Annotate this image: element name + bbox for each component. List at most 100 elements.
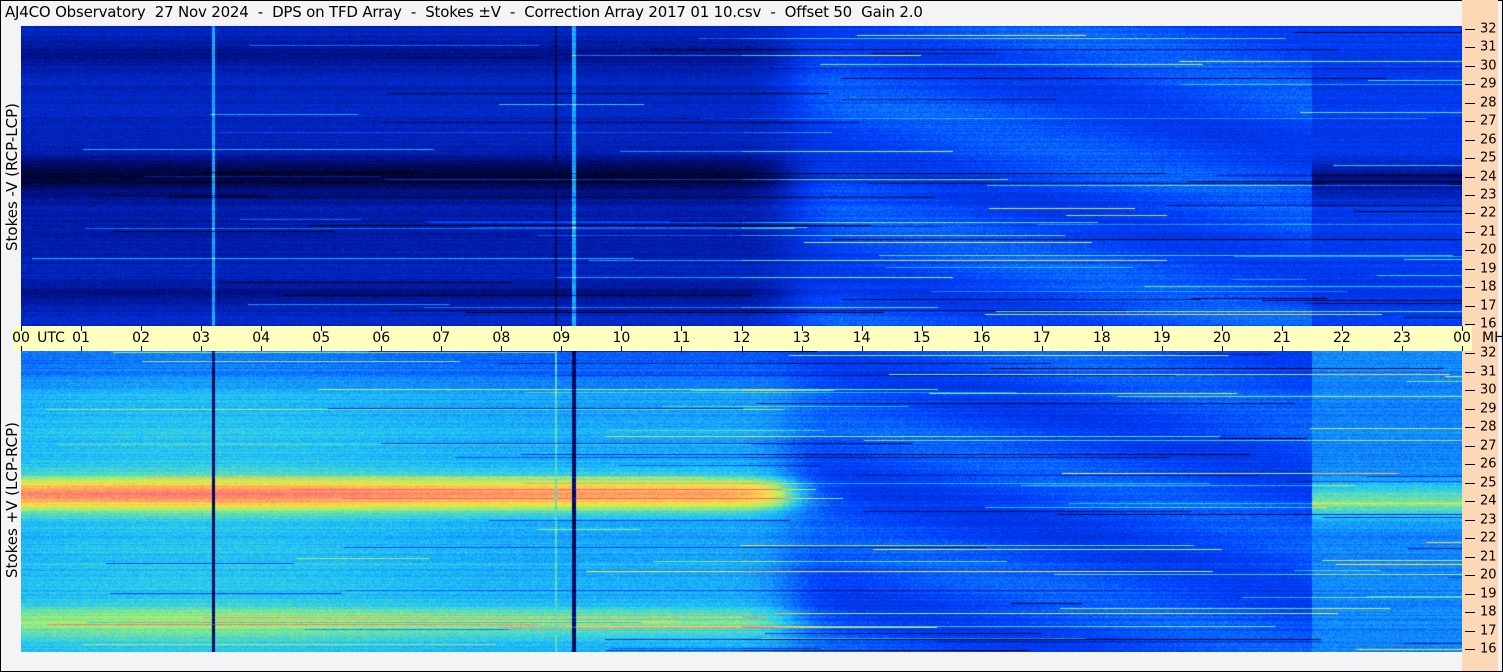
y-axis-label-bottom: Stokes +V (LCP-RCP) [3,422,21,578]
time-tick-label: 02 [132,330,150,346]
freq-tick-label: 17 [1480,623,1497,638]
time-tick-mark [261,326,263,331]
freq-tick-mark [1465,427,1475,428]
time-tick-label: 15 [912,330,931,346]
freq-tick-label: 21 [1480,224,1497,240]
freq-tick-label: 26 [1480,456,1497,472]
time-tick-label: 14 [852,330,871,346]
freq-tick-label: 24 [1480,169,1497,184]
freq-tick-mark [1465,121,1475,123]
freq-tick-mark [1465,464,1475,465]
freq-tick-mark [1465,139,1475,141]
freq-tick-mark [1465,353,1475,354]
time-tick-mark [981,326,983,331]
freq-tick-label: 16 [1480,641,1497,657]
time-tick-label: 17 [1032,330,1051,346]
time-tick-mark [741,346,743,351]
freq-tick-mark [1465,482,1475,484]
freq-tick-label: 17 [1480,298,1497,314]
time-tick-mark [381,346,383,351]
time-tick-mark [1161,346,1163,351]
freq-tick-label: 21 [1480,549,1497,564]
freq-tick-mark [1465,630,1475,632]
time-tick-mark [1341,346,1343,351]
time-tick-mark [1281,346,1283,351]
freq-tick-label: 19 [1480,586,1497,601]
spectrogram-stokes-plus-v [21,351,1462,652]
time-tick-mark [921,346,923,351]
time-tick-mark [1101,346,1103,351]
freq-tick-label: 27 [1480,113,1497,129]
time-tick-mark [261,346,263,351]
freq-tick-label: 28 [1480,419,1497,435]
time-tick-mark [1281,326,1283,331]
time-tick-label: 18 [1092,330,1111,346]
time-tick-label: 11 [672,330,691,346]
time-tick-label: 05 [312,330,331,346]
time-tick-label: 00 [1453,330,1471,346]
freq-tick-mark [1465,250,1475,252]
y-axis-label-top: Stokes -V (RCP-LCP) [3,103,21,251]
time-tick-mark [681,346,683,351]
freq-tick-label: 29 [1480,401,1497,416]
freq-tick-label: 28 [1480,95,1497,111]
time-tick-label: 01 [72,330,90,346]
freq-tick-label: 23 [1480,187,1497,203]
freq-tick-mark [1465,593,1475,595]
time-tick-mark [441,346,443,351]
freq-tick-mark [1465,371,1475,373]
time-axis [13,326,1472,351]
time-tick-mark [741,326,743,331]
freq-tick-label: 32 [1480,21,1497,37]
time-tick-mark [561,346,563,351]
freq-tick-mark [1465,268,1475,270]
time-tick-label: 00 [12,330,30,346]
freq-tick-mark [1465,305,1475,307]
time-tick-label: 06 [372,330,391,346]
time-tick-mark [861,326,863,331]
freq-tick-label: 23 [1480,512,1497,527]
freq-tick-mark [1465,158,1475,160]
freq-tick-mark [1465,390,1475,391]
time-tick-mark [1161,326,1163,331]
freq-tick-mark [1465,213,1475,215]
time-tick-mark [441,326,443,331]
freq-tick-label: 18 [1480,604,1497,620]
freq-tick-mark [1465,29,1475,30]
freq-tick-mark [1465,287,1475,289]
time-tick-label: 23 [1393,330,1411,346]
freq-tick-label: 24 [1480,493,1497,509]
time-tick-mark [321,326,323,331]
freq-tick-label: 25 [1480,150,1497,166]
chart-title: AJ4CO Observatory 27 Nov 2024 - DPS on T… [5,3,923,21]
freq-tick-mark [1465,324,1475,325]
freq-tick-mark [1465,84,1475,86]
freq-tick-mark [1465,575,1475,576]
time-tick-mark [921,326,923,331]
freq-tick-mark [1465,556,1475,558]
time-tick-mark [561,326,563,331]
time-tick-label: 22 [1332,330,1351,346]
time-tick-mark [861,346,863,351]
time-tick-mark [501,346,503,351]
time-tick-mark [621,326,623,331]
spectrogram-stokes-minus-v [21,26,1462,326]
time-tick-label: 13 [792,330,811,346]
freq-tick-label: 19 [1480,261,1497,277]
time-tick-label: 03 [192,330,211,346]
time-tick-mark [1462,326,1463,331]
time-tick-mark [801,346,803,351]
freq-tick-label: 31 [1480,364,1497,379]
freq-tick-label: 22 [1480,530,1497,546]
freq-tick-label: 25 [1480,475,1497,490]
time-tick-mark [981,346,983,351]
time-tick-mark [21,346,22,351]
time-tick-mark [81,326,83,331]
time-tick-label: 20 [1212,330,1231,346]
time-tick-mark [1401,346,1403,351]
time-tick-label: 09 [552,330,571,346]
freq-tick-mark [1465,519,1475,521]
time-tick-mark [501,326,503,331]
freq-tick-label: 20 [1480,567,1497,583]
freq-tick-mark [1465,102,1475,104]
